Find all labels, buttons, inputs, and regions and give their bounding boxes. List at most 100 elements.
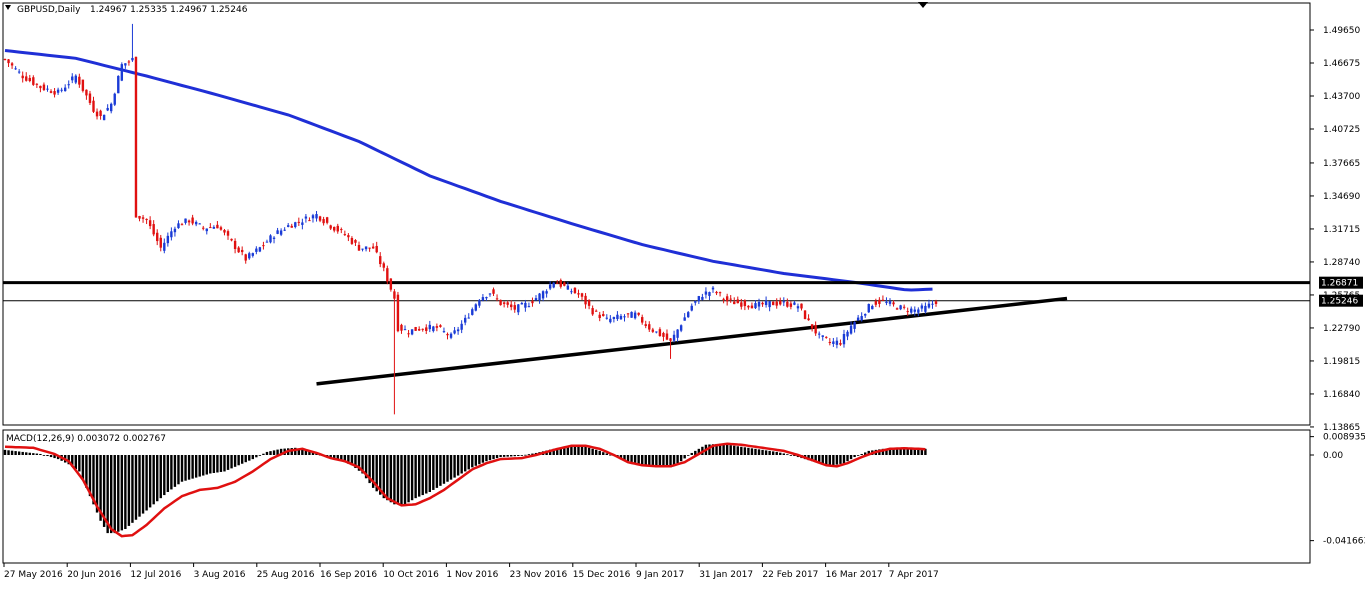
macd-histogram-bar [446, 455, 449, 482]
candle-body [81, 79, 85, 91]
candle-body [255, 248, 258, 252]
candle-body [432, 326, 435, 332]
candle-body [414, 327, 417, 331]
y-tick-label: 1.16840 [1323, 390, 1360, 400]
candle-body [771, 301, 775, 306]
macd-histogram-bar [251, 455, 254, 460]
candle-body [807, 318, 810, 321]
macd-histogram-bar [205, 455, 208, 475]
candle-body [881, 299, 885, 301]
candle-body [754, 303, 757, 309]
macd-histogram-bar [793, 455, 796, 457]
candle-body [626, 313, 630, 315]
macd-histogram-bar [428, 455, 431, 492]
candle-body [287, 225, 290, 227]
candle-body [315, 214, 318, 219]
candle-body [846, 331, 849, 337]
x-tick-label: 20 Jun 2016 [67, 570, 121, 580]
candle-body [248, 253, 251, 259]
candle-body [892, 302, 895, 305]
candle-body [658, 329, 662, 337]
macd-histogram-bar [818, 455, 821, 464]
candle-body [602, 314, 605, 317]
candle-body [566, 285, 570, 290]
macd-histogram-bar [460, 455, 463, 474]
candle-body [524, 302, 527, 308]
x-tick-label: 9 Jan 2017 [636, 570, 684, 580]
macd-histogram-bar [910, 448, 913, 455]
macd-histogram-bar [113, 455, 116, 534]
dropdown-triangle-icon[interactable] [5, 5, 11, 10]
macd-histogram-bar [432, 455, 435, 490]
candle-body [71, 76, 74, 81]
candle-body [46, 88, 49, 90]
candle-body [775, 301, 778, 306]
candle-body [906, 311, 909, 313]
candle-body [740, 302, 743, 307]
y-tick-label: 1.37665 [1323, 159, 1360, 169]
shift-marker-icon[interactable] [918, 2, 928, 8]
y-tick-label: 1.31715 [1323, 225, 1360, 235]
macd-histogram-bar [333, 455, 336, 459]
candle-body [605, 317, 608, 319]
candle-body [28, 77, 31, 82]
candle-body [379, 256, 382, 265]
candle-body [718, 292, 722, 294]
candle-body [747, 305, 750, 308]
candle-body [641, 317, 644, 323]
macd-histogram-bar [117, 455, 120, 532]
candle-body [690, 305, 693, 311]
y-tick-label: 1.46675 [1323, 59, 1360, 69]
candle-body [35, 83, 39, 85]
candle-body [538, 293, 541, 301]
candle-body [757, 301, 761, 307]
candle-body [364, 246, 368, 250]
macd-histogram-bar [35, 453, 39, 455]
candle-body [439, 325, 442, 327]
y-tick-label: 1.13865 [1323, 423, 1360, 433]
candle-body [212, 226, 216, 229]
candle-body [818, 333, 821, 335]
macd-histogram-bar [694, 450, 697, 455]
macd-histogram-bar [757, 449, 761, 455]
x-tick-label: 16 Sep 2016 [320, 570, 377, 580]
macd-histogram-bar [17, 451, 21, 455]
candle-body [10, 63, 14, 66]
macd-histogram-bar [782, 453, 785, 455]
macd-histogram-bar [439, 455, 442, 486]
macd-histogram-bar [630, 455, 633, 462]
candle-body [559, 280, 562, 287]
macd-histogram-bar [556, 448, 559, 455]
candle-body [127, 61, 131, 63]
candle-body [290, 225, 293, 228]
x-tick-label: 25 Aug 2016 [257, 570, 315, 580]
macd-histogram-bar [216, 455, 219, 473]
candle-body [223, 229, 226, 233]
x-tick-label: 1 Nov 2016 [446, 570, 498, 580]
macd-histogram-bar [740, 446, 743, 455]
macd-histogram-bar [240, 455, 244, 464]
candle-body [88, 93, 92, 103]
macd-histogram-bar [106, 455, 109, 534]
candle-body [623, 316, 626, 318]
macd-histogram-bar [750, 448, 754, 455]
macd-histogram-bar [184, 455, 187, 481]
macd-histogram-bar [573, 446, 577, 455]
candle-body [573, 287, 577, 294]
candle-body [796, 306, 800, 309]
candle-body [885, 301, 888, 304]
macd-histogram-bar [3, 449, 7, 455]
macd-histogram-bar [442, 455, 446, 484]
macd-histogram-bar [95, 455, 99, 513]
macd-histogram-bar [421, 455, 424, 496]
macd-histogram-bar [244, 455, 247, 463]
candle-body [198, 223, 201, 225]
candle-body [513, 305, 516, 310]
candle-body [888, 301, 892, 304]
macd-histogram-bar [527, 454, 531, 455]
rising-trendline[interactable] [316, 296, 1068, 386]
candle-body [191, 217, 194, 224]
candle-body [729, 298, 732, 300]
